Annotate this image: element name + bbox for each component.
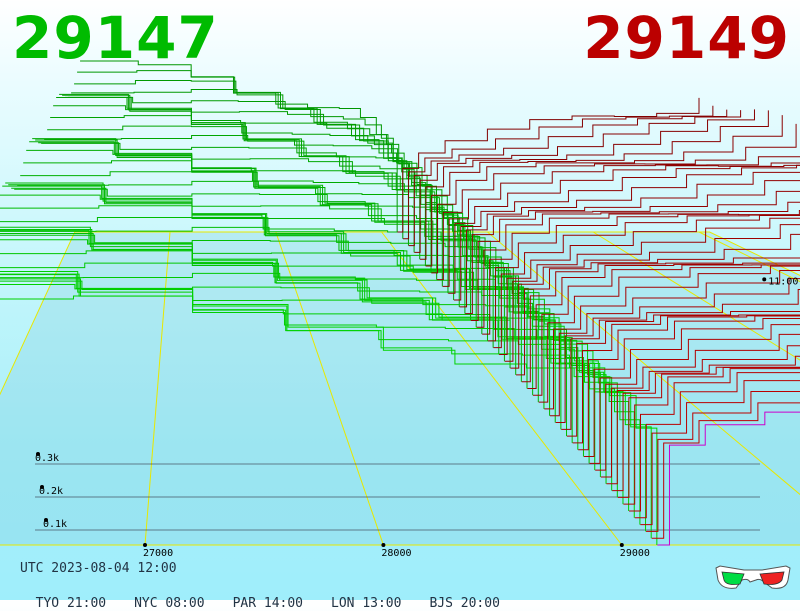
price-gridline [275, 231, 384, 546]
zone-par: PAR 14:00 [232, 596, 304, 611]
ask-depth-line [459, 164, 800, 308]
bid-depth-line [0, 272, 618, 498]
zone-nyc: NYC 08:00 [134, 596, 205, 611]
price-tick [619, 543, 624, 547]
ask-depth-line [634, 372, 800, 519]
ask-depth-line [470, 180, 800, 321]
ask-depth-line [606, 345, 800, 485]
ask-depth-line [595, 324, 800, 471]
timezone-clocks: TYO 21:00 NYC 08:00 PAR 14:00 LON 13:00 BJS … [20, 581, 528, 611]
ask-depth-line [572, 314, 800, 444]
ask-price: 29149 [583, 4, 790, 72]
ask-depth-line [646, 390, 800, 532]
ask-depth-line [583, 315, 800, 458]
ask-depth-line [532, 264, 800, 396]
ask-depth-line [431, 115, 783, 274]
ask-depth-line [612, 355, 800, 492]
bid-depth-line [0, 194, 551, 416]
ask-depth-line [623, 367, 800, 505]
ask-depth-line [657, 411, 800, 546]
bid-depth-line [0, 284, 652, 539]
price-tick-label: 27000 [143, 548, 173, 559]
ask-depth-line [425, 110, 769, 267]
bid-depth-line [44, 134, 466, 314]
ask-depth-line [549, 269, 800, 417]
ask-depth-line [566, 310, 800, 437]
axis-labels: 27000280002900030000310003200011:0011:10… [35, 276, 798, 559]
ask-depth-line [527, 262, 800, 389]
ask-depth-line [640, 380, 800, 526]
price-gridline [144, 231, 171, 546]
ask-depth-line [561, 288, 800, 430]
utc-timestamp: UTC 2023-08-04 12:00 [20, 561, 177, 576]
depth-grid [35, 463, 760, 531]
depth-tick [40, 485, 44, 489]
ask-depth-lines [397, 97, 800, 546]
ask-depth-line [453, 164, 800, 301]
ask-depth-line [600, 333, 800, 478]
ask-depth-line [436, 123, 797, 281]
ask-depth-line [442, 156, 800, 287]
bid-depth-line [26, 149, 500, 355]
zone-lon: LON 13:00 [331, 596, 402, 611]
bid-depth-line [47, 125, 460, 307]
ask-depth-line [651, 402, 800, 539]
ask-depth-line [629, 368, 800, 512]
ask-depth-line [419, 109, 755, 260]
price-gridline [592, 231, 800, 361]
bid-depth-lines [0, 60, 658, 545]
time-tick [762, 277, 767, 282]
zone-tyo: TYO 21:00 [35, 596, 107, 611]
ask-depth-line [538, 264, 800, 403]
ask-depth-line [544, 265, 800, 410]
bid-depth-line [74, 80, 409, 246]
ask-depth-line [555, 278, 800, 424]
ask-depth-line [578, 315, 800, 451]
price-tick [143, 543, 147, 547]
ask-depth-line [476, 190, 800, 328]
bid-depth-line [0, 234, 573, 443]
ask-depth-line [487, 210, 800, 342]
price-tick-label: 28000 [381, 548, 411, 559]
price-gridline [381, 231, 623, 546]
bid-depth-line [0, 216, 562, 430]
price-tick-label: 29000 [620, 548, 650, 559]
bid-depth-line [17, 180, 517, 375]
bid-depth-line [0, 226, 568, 437]
ask-depth-line [589, 317, 800, 464]
bid-depth-line [0, 295, 658, 545]
bid-depth-line [20, 171, 511, 369]
3d-glasses-icon[interactable] [712, 560, 792, 596]
depth-tick-label: 0.1k [43, 519, 67, 530]
bid-depth-line [77, 70, 404, 239]
ask-depth-line [397, 97, 700, 233]
ask-depth-line [403, 105, 714, 240]
bid-depth-line [0, 239, 601, 477]
zone-bjs: BJS 20:00 [429, 596, 500, 611]
ask-depth-line [504, 217, 800, 362]
time-tick-label: 11:00 [768, 276, 798, 287]
ask-depth-line [414, 110, 742, 253]
ask-depth-line [408, 109, 728, 247]
bid-depth-line [50, 115, 455, 301]
ask-depth-line [521, 257, 800, 383]
depth-tick [36, 452, 40, 456]
bid-price: 29147 [12, 4, 219, 72]
depth-tick-label: 0.2k [39, 486, 63, 497]
bid-depth-line [71, 89, 415, 253]
ask-depth-line [499, 215, 800, 355]
depth-tick [44, 518, 48, 522]
bid-depth-line [0, 250, 607, 484]
depth-tick-label: 0.3k [35, 453, 59, 464]
ask-depth-line [493, 214, 800, 349]
ask-depth-line [617, 366, 800, 498]
bid-depth-line [0, 205, 556, 423]
ask-depth-line [482, 201, 800, 335]
price-tick [381, 543, 386, 547]
ask-depth-line [465, 171, 800, 315]
ask-depth-line [516, 233, 800, 376]
ask-depth-line [510, 224, 800, 369]
